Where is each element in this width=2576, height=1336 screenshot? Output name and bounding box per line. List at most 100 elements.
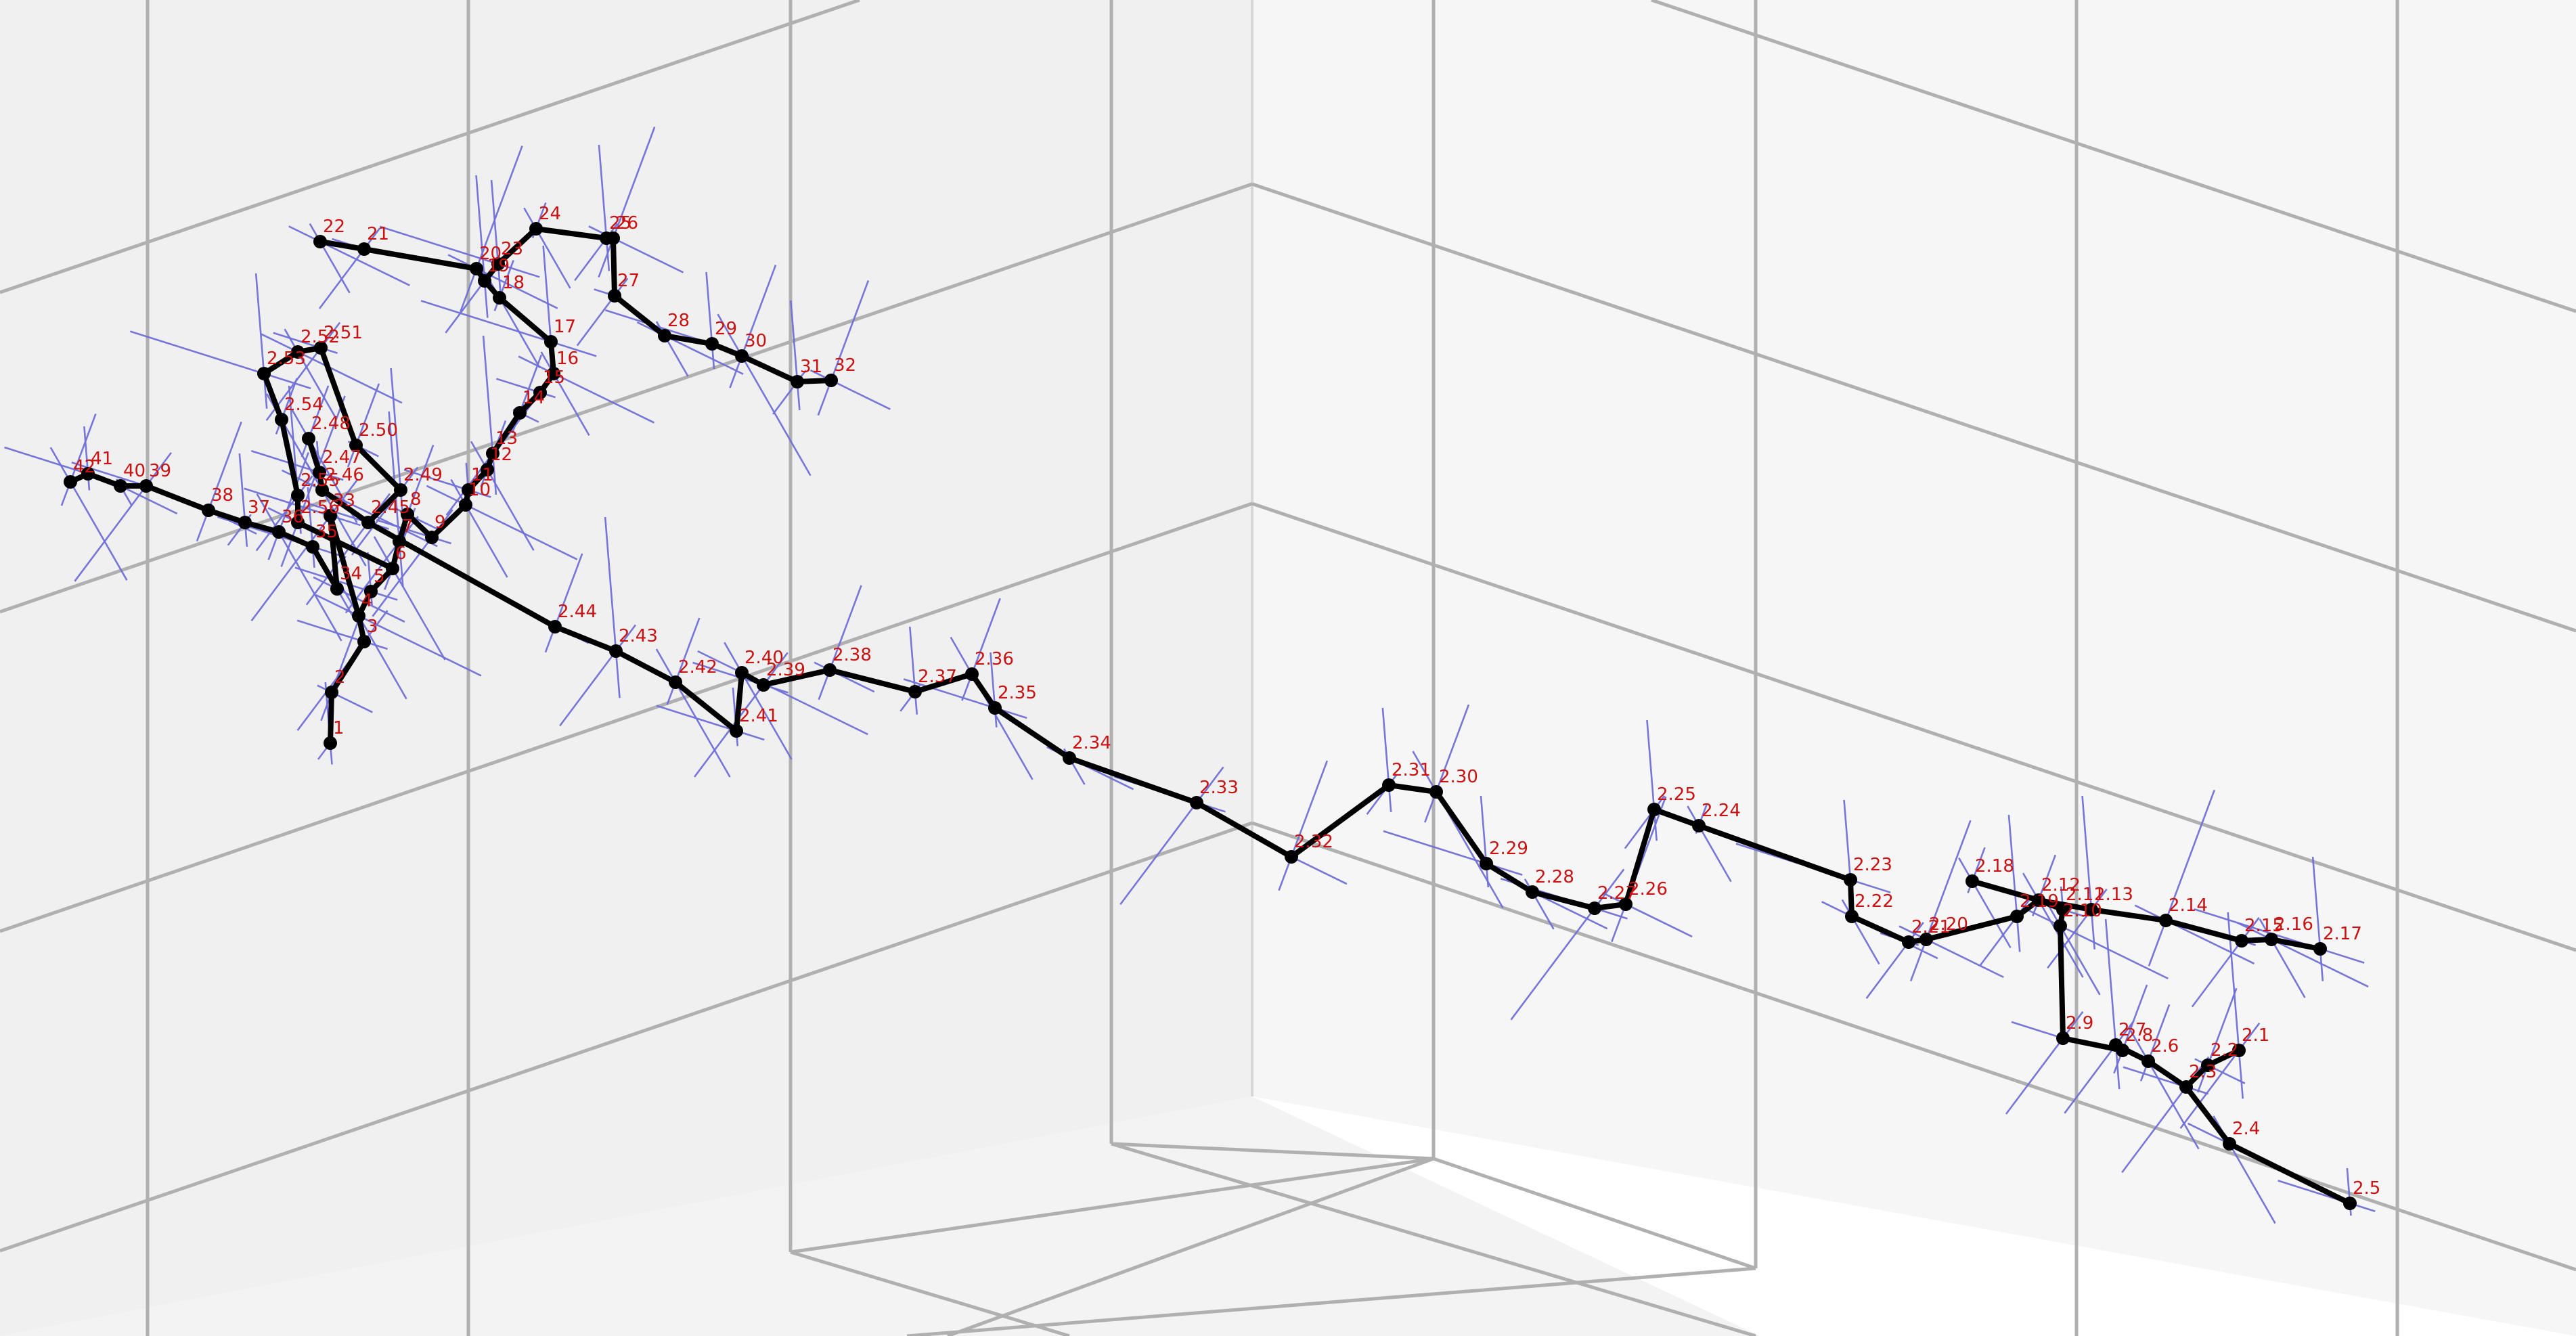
node-label-2: 2 (334, 667, 346, 688)
node-label-28: 28 (667, 311, 690, 331)
node-2.36 (965, 667, 979, 681)
node-2.9 (2056, 1031, 2070, 1045)
node-label-2.47: 2.47 (322, 447, 361, 468)
node-label-2.1: 2.1 (2242, 1025, 2269, 1046)
node-label-13: 13 (495, 428, 518, 449)
node-2.18 (1966, 874, 1979, 888)
node-label-6: 6 (395, 543, 407, 564)
node-2.34 (1063, 751, 1076, 765)
node-6 (386, 562, 399, 575)
node-2 (325, 686, 338, 699)
node-20 (470, 262, 483, 275)
node-label-15: 15 (543, 368, 565, 388)
node-label-2.3: 2.3 (2189, 1062, 2217, 1082)
node-label-38: 38 (211, 485, 234, 506)
node-2.5 (2343, 1197, 2357, 1210)
node-36 (272, 525, 286, 539)
node-label-22: 22 (323, 217, 345, 237)
node-label-2.38: 2.38 (832, 645, 872, 665)
node-2.42 (669, 675, 682, 689)
node-label-2.16: 2.16 (2274, 914, 2313, 935)
node-2.54 (275, 413, 288, 426)
node-label-2.34: 2.34 (1072, 733, 1111, 753)
node-2.17 (2313, 942, 2327, 956)
node-2.6 (2141, 1054, 2155, 1068)
node-label-17: 17 (554, 317, 576, 337)
node-label-35: 35 (315, 522, 338, 542)
node-label-2.45: 2.45 (371, 497, 410, 518)
node-2.49 (394, 483, 407, 497)
node-10 (459, 498, 472, 512)
node-37 (238, 516, 252, 529)
node-30 (735, 349, 749, 363)
node-label-37: 37 (248, 497, 270, 518)
node-label-2.13: 2.13 (2094, 885, 2133, 905)
node-label-2.36: 2.36 (975, 649, 1014, 669)
node-label-29: 29 (715, 319, 737, 339)
node-2.41 (730, 724, 743, 738)
node-2.31 (1382, 778, 1396, 792)
node-27 (608, 289, 621, 303)
node-label-42: 42 (73, 457, 95, 477)
node-label-2.17: 2.17 (2323, 924, 2362, 944)
node-label-7: 7 (402, 516, 414, 537)
node-14 (513, 406, 527, 420)
node-label-2.14: 2.14 (2169, 895, 2208, 916)
node-29 (705, 337, 719, 351)
node-2.19 (2010, 910, 2024, 923)
node-label-2.48: 2.48 (311, 414, 351, 434)
node-2.43 (609, 644, 623, 658)
node-2.30 (1429, 785, 1443, 799)
node-label-2.50: 2.50 (359, 420, 398, 441)
node-35 (306, 540, 319, 554)
node-2.35 (988, 701, 1002, 715)
node-label-2.52: 2.52 (301, 327, 340, 347)
node-2.10 (2053, 919, 2067, 933)
node-label-2.18: 2.18 (1975, 856, 2014, 876)
node-2.28 (1526, 885, 1539, 899)
skeleton-edge-2.9-2.10 (2060, 926, 2063, 1038)
node-label-2.29: 2.29 (1489, 839, 1528, 859)
node-2.23 (1844, 873, 1857, 887)
node-label-40: 40 (123, 461, 146, 481)
node-39 (139, 479, 153, 493)
node-40 (114, 479, 127, 493)
node-label-1: 1 (333, 718, 345, 738)
node-label-31: 31 (800, 357, 822, 377)
node-28 (658, 329, 671, 342)
node-label-2.56: 2.56 (301, 497, 340, 518)
node-label-2.24: 2.24 (1702, 801, 1741, 821)
node-label-2.8: 2.8 (2125, 1025, 2153, 1046)
node-label-2.41: 2.41 (739, 706, 778, 726)
node-2.8 (2116, 1044, 2129, 1057)
node-2.21 (1902, 935, 1915, 949)
node-label-2.21: 2.21 (1911, 917, 1951, 937)
node-label-30: 30 (745, 331, 767, 351)
node-31 (791, 375, 804, 388)
node-label-14: 14 (523, 388, 545, 408)
node-label-8: 8 (410, 489, 422, 510)
node-label-20: 20 (479, 244, 502, 264)
node-2.33 (1190, 796, 1203, 809)
node-label-21: 21 (367, 224, 389, 244)
node-label-2.27: 2.27 (1597, 883, 1637, 904)
skeleton-edge-26-27 (613, 238, 615, 296)
node-label-2.23: 2.23 (1853, 855, 1892, 875)
node-4 (352, 609, 365, 623)
node-2.37 (908, 685, 922, 698)
node-label-2.31: 2.31 (1392, 760, 1431, 780)
node-22 (313, 235, 327, 248)
node-2.45 (361, 516, 375, 529)
node-9 (425, 531, 439, 544)
node-label-2.44: 2.44 (558, 602, 597, 622)
node-label-2.22: 2.22 (1855, 891, 1894, 912)
node-label-2.40: 2.40 (745, 648, 784, 668)
node-2.14 (2159, 914, 2173, 927)
node-18 (493, 291, 506, 305)
node-label-4: 4 (361, 591, 373, 611)
node-label-23: 23 (501, 239, 523, 259)
node-3 (357, 635, 371, 648)
node-label-27: 27 (617, 271, 640, 291)
node-26 (606, 231, 620, 245)
node-2.39 (757, 678, 770, 692)
